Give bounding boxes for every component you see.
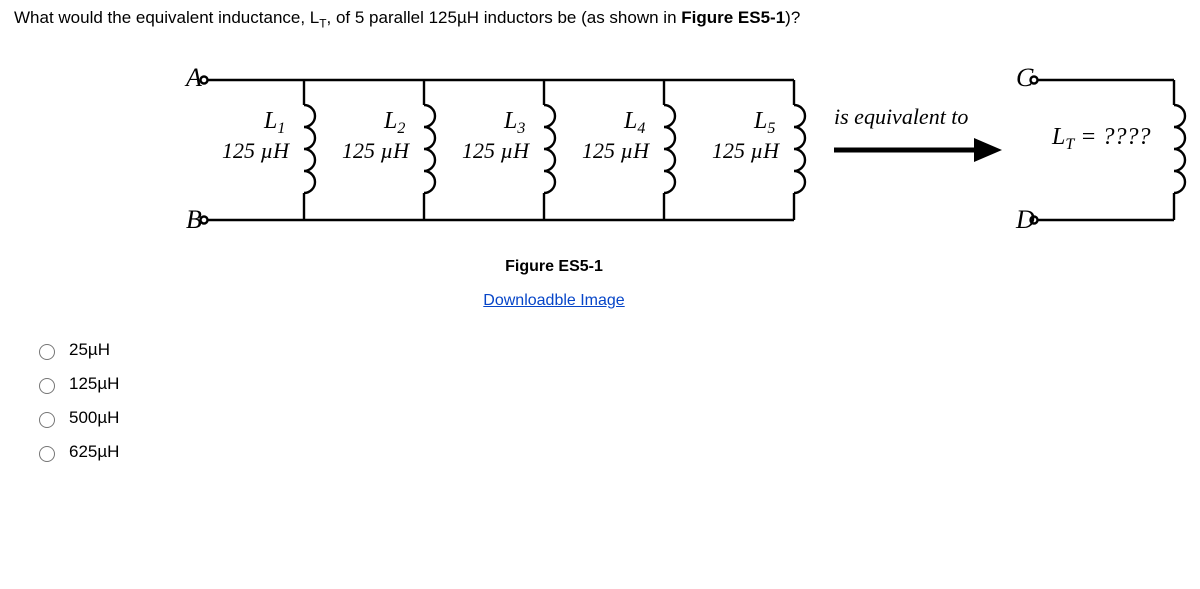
svg-text:L2: L2 xyxy=(383,108,405,137)
option-label-2: 125µH xyxy=(69,374,119,394)
svg-text:L3: L3 xyxy=(503,108,525,137)
question-sub: T xyxy=(319,16,326,30)
option-radio-3[interactable] xyxy=(39,412,55,428)
terminal-d: D xyxy=(1015,205,1035,234)
option-row: 25µH xyxy=(34,340,1186,360)
svg-text:125 µH: 125 µH xyxy=(462,138,530,163)
terminal-b: B xyxy=(186,205,202,234)
question-text: What would the equivalent inductance, LT… xyxy=(14,8,1186,30)
figure-caption: Figure ES5-1 xyxy=(454,258,654,276)
option-radio-1[interactable] xyxy=(39,344,55,360)
option-label-3: 500µH xyxy=(69,408,119,428)
question-prefix: What would the equivalent inductance, L xyxy=(14,8,319,27)
question-bold: Figure ES5-1 xyxy=(681,8,785,27)
option-radio-4[interactable] xyxy=(39,446,55,462)
option-row: 500µH xyxy=(34,408,1186,428)
option-radio-2[interactable] xyxy=(39,378,55,394)
svg-text:L1: L1 xyxy=(263,108,285,137)
terminal-c: C xyxy=(1016,63,1034,92)
svg-text:125 µH: 125 µH xyxy=(712,138,780,163)
question-suffix-a: , of 5 parallel 125µH inductors be (as s… xyxy=(327,8,682,27)
option-row: 625µH xyxy=(34,442,1186,462)
svg-text:L4: L4 xyxy=(623,108,645,137)
circuit-diagram: A B L1 125 µH L2 125 µH xyxy=(174,60,1194,240)
figure-wrap: A B L1 125 µH L2 125 µH xyxy=(174,60,1194,310)
option-label-1: 25µH xyxy=(69,340,110,360)
svg-text:125 µH: 125 µH xyxy=(222,138,290,163)
download-link[interactable]: Downloadble Image xyxy=(483,292,624,309)
svg-text:LT = ????: LT = ???? xyxy=(1051,124,1150,153)
terminal-a: A xyxy=(184,63,202,92)
equiv-text: is equivalent to xyxy=(834,104,968,129)
svg-text:125 µH: 125 µH xyxy=(582,138,650,163)
svg-text:125 µH: 125 µH xyxy=(342,138,410,163)
svg-text:L5: L5 xyxy=(753,108,775,137)
option-row: 125µH xyxy=(34,374,1186,394)
question-suffix-b: )? xyxy=(785,8,800,27)
option-label-4: 625µH xyxy=(69,442,119,462)
answer-options: 25µH 125µH 500µH 625µH xyxy=(34,340,1186,462)
